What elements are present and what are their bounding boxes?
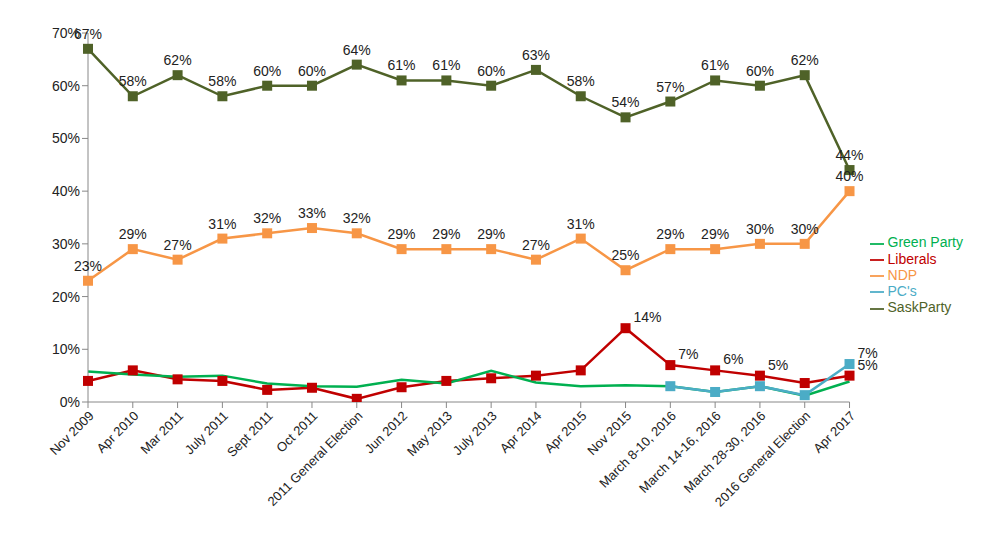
svg-text:23%: 23% [74, 258, 102, 274]
svg-text:Mar 2011: Mar 2011 [137, 408, 186, 457]
html-text:Liberals: Liberals [887, 250, 937, 267]
html-text:Green Party: Green Party [887, 234, 963, 251]
svg-text:29%: 29% [119, 226, 147, 242]
svg-text:61%: 61% [432, 57, 460, 73]
svg-text:54%: 54% [612, 94, 640, 110]
svg-text:58%: 58% [119, 73, 147, 89]
svg-text:60%: 60% [298, 63, 326, 79]
html-text:NDP: NDP [887, 266, 918, 283]
svg-text:63%: 63% [522, 47, 550, 63]
svg-text:5%: 5% [857, 356, 878, 373]
svg-text:33%: 33% [298, 205, 326, 221]
svg-text:March 8-10, 2016: March 8-10, 2016 [596, 408, 679, 491]
svg-text:6%: 6% [723, 351, 743, 367]
svg-text:27%: 27% [522, 237, 550, 253]
svg-text:Nov 2015: Nov 2015 [584, 408, 635, 458]
svg-text:0%: 0% [60, 394, 80, 410]
svg-text:62%: 62% [791, 52, 819, 68]
svg-text:March 28-30, 2016: March 28-30, 2016 [681, 408, 769, 496]
svg-text:7%: 7% [858, 345, 878, 361]
svg-text:Oct 2011: Oct 2011 [273, 408, 321, 456]
svg-text:7%: 7% [678, 346, 698, 362]
svg-text:70%: 70% [52, 25, 80, 41]
svg-text:Apr 2014: Apr 2014 [497, 408, 545, 456]
svg-text:5%: 5% [768, 357, 788, 373]
svg-text:50%: 50% [52, 130, 80, 146]
svg-text:Jun 2012: Jun 2012 [362, 408, 410, 456]
svg-text:2016 General Election: 2016 General Election [712, 408, 814, 510]
svg-text:67%: 67% [74, 26, 102, 42]
svg-text:Apr 2010: Apr 2010 [94, 408, 142, 456]
svg-text:29%: 29% [432, 226, 460, 242]
svg-text:Apr 2017: Apr 2017 [810, 408, 858, 456]
svg-text:July 2013: July 2013 [450, 408, 500, 458]
svg-text:30%: 30% [791, 221, 819, 237]
svg-text:10%: 10% [52, 341, 80, 357]
svg-text:29%: 29% [656, 226, 684, 242]
svg-text:61%: 61% [701, 57, 729, 73]
svg-text:62%: 62% [164, 52, 192, 68]
svg-text:20%: 20% [52, 289, 80, 305]
svg-text:March 14-16, 2016: March 14-16, 2016 [636, 408, 724, 496]
svg-text:60%: 60% [746, 63, 774, 79]
svg-text:60%: 60% [253, 63, 281, 79]
svg-text:32%: 32% [343, 210, 371, 226]
svg-text:29%: 29% [388, 226, 416, 242]
svg-text:27%: 27% [164, 237, 192, 253]
html-text:SaskParty: SaskParty [887, 299, 952, 316]
svg-text:May 2013: May 2013 [404, 408, 455, 459]
svg-text:58%: 58% [567, 73, 595, 89]
svg-text:Sept 2011: Sept 2011 [224, 408, 276, 460]
svg-text:57%: 57% [656, 79, 684, 95]
svg-text:44%: 44% [836, 147, 864, 163]
svg-text:July 2011: July 2011 [181, 408, 231, 458]
svg-text:58%: 58% [208, 73, 236, 89]
svg-text:31%: 31% [567, 216, 595, 232]
svg-text:60%: 60% [477, 63, 505, 79]
svg-text:Apr 2015: Apr 2015 [541, 408, 589, 456]
svg-text:29%: 29% [477, 226, 505, 242]
svg-text:61%: 61% [388, 57, 416, 73]
html-text:PC's: PC's [887, 283, 917, 300]
svg-text:64%: 64% [343, 42, 371, 58]
svg-text:31%: 31% [208, 216, 236, 232]
svg-text:40%: 40% [52, 183, 80, 199]
svg-text:Nov 2009: Nov 2009 [47, 408, 97, 458]
svg-text:60%: 60% [52, 78, 80, 94]
svg-text:40%: 40% [836, 168, 864, 184]
svg-text:29%: 29% [701, 226, 729, 242]
svg-text:14%: 14% [634, 309, 662, 325]
svg-text:32%: 32% [253, 210, 281, 226]
svg-text:25%: 25% [612, 247, 640, 263]
svg-text:30%: 30% [52, 236, 80, 252]
svg-text:2011 General Election: 2011 General Election [265, 408, 366, 509]
svg-text:30%: 30% [746, 221, 774, 237]
